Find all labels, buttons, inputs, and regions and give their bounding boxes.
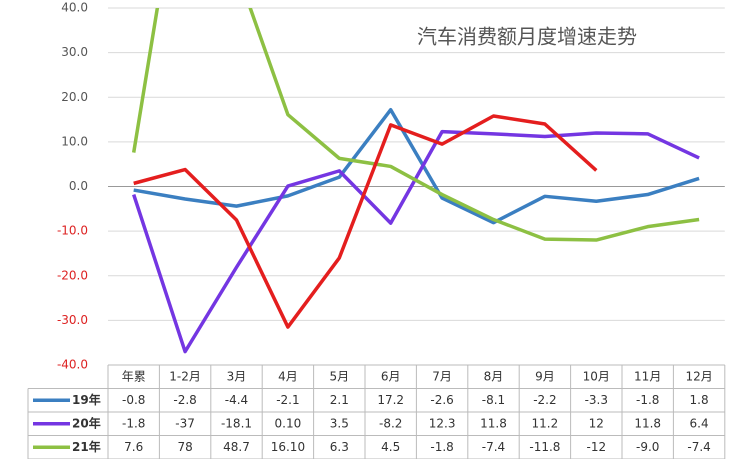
y-tick-label: -30.0 bbox=[57, 313, 88, 327]
data-label: -1.8 bbox=[122, 416, 145, 430]
data-label: -11.8 bbox=[529, 440, 560, 454]
x-tick-label: 11月 bbox=[634, 369, 661, 383]
data-label: 17.2 bbox=[377, 393, 404, 407]
data-label: -0.8 bbox=[122, 393, 145, 407]
data-label: -3.3 bbox=[585, 393, 608, 407]
y-tick-label: 30.0 bbox=[61, 45, 88, 59]
y-tick-label: 0.0 bbox=[69, 179, 88, 193]
data-label: -2.1 bbox=[276, 393, 299, 407]
data-label: 12 bbox=[589, 416, 604, 430]
data-label: -7.4 bbox=[687, 440, 710, 454]
data-label: -37 bbox=[175, 416, 195, 430]
y-tick-label: 10.0 bbox=[61, 134, 88, 148]
data-label: -18.1 bbox=[221, 416, 252, 430]
legend-label: 20年 bbox=[72, 415, 101, 430]
data-label: 7.6 bbox=[124, 440, 143, 454]
legend-label: 21年 bbox=[72, 439, 101, 454]
data-label: 6.3 bbox=[330, 440, 349, 454]
x-tick-label: 3月 bbox=[227, 369, 247, 383]
series-line bbox=[133, 114, 598, 329]
y-tick-label: -20.0 bbox=[57, 268, 88, 282]
data-label: -2.6 bbox=[430, 393, 453, 407]
data-label: 11.8 bbox=[480, 416, 507, 430]
x-tick-label: 5月 bbox=[329, 369, 349, 383]
data-label: -8.2 bbox=[379, 416, 402, 430]
x-tick-label: 4月 bbox=[278, 369, 298, 383]
data-label: 0.10 bbox=[275, 416, 302, 430]
x-tick-label: 7月 bbox=[432, 369, 452, 383]
data-label: -2.2 bbox=[533, 393, 556, 407]
x-tick-label: 10月 bbox=[583, 369, 610, 383]
series-line bbox=[133, 107, 700, 225]
data-label: 78 bbox=[177, 440, 192, 454]
series-line bbox=[131, 8, 700, 242]
y-tick-label: -10.0 bbox=[57, 224, 88, 238]
x-tick-label: 8月 bbox=[484, 369, 504, 383]
y-tick-label: 20.0 bbox=[61, 90, 88, 104]
data-label: 48.7 bbox=[223, 440, 250, 454]
data-label: 11.8 bbox=[634, 416, 661, 430]
x-tick-label: 12月 bbox=[685, 369, 712, 383]
data-label: -2.8 bbox=[173, 393, 196, 407]
data-label: 4.5 bbox=[381, 440, 400, 454]
data-label: 2.1 bbox=[330, 393, 349, 407]
data-label: 11.2 bbox=[532, 416, 559, 430]
y-tick-label: 40.0 bbox=[61, 1, 88, 15]
data-label: -9.0 bbox=[636, 440, 659, 454]
chart-title: 汽车消费额月度增速走势 bbox=[417, 25, 637, 49]
x-tick-label: 9月 bbox=[535, 369, 555, 383]
data-label: -8.1 bbox=[482, 393, 505, 407]
x-tick-label: 6月 bbox=[381, 369, 401, 383]
data-label: 6.4 bbox=[690, 416, 709, 430]
data-label: -7.4 bbox=[482, 440, 505, 454]
legend-label: 19年 bbox=[72, 392, 101, 407]
data-label: -4.4 bbox=[225, 393, 248, 407]
data-label: 1.8 bbox=[690, 393, 709, 407]
data-label: 3.5 bbox=[330, 416, 349, 430]
data-label: -1.8 bbox=[430, 440, 453, 454]
plot-lines bbox=[131, 8, 700, 354]
x-tick-label: 1-2月 bbox=[169, 369, 201, 383]
data-label: 12.3 bbox=[429, 416, 456, 430]
data-label: -12 bbox=[586, 440, 606, 454]
data-label: 16.10 bbox=[271, 440, 305, 454]
series-line bbox=[132, 129, 700, 354]
data-label: -1.8 bbox=[636, 393, 659, 407]
y-tick-label: -40.0 bbox=[57, 358, 88, 372]
x-tick-label: 年累 bbox=[122, 369, 146, 383]
